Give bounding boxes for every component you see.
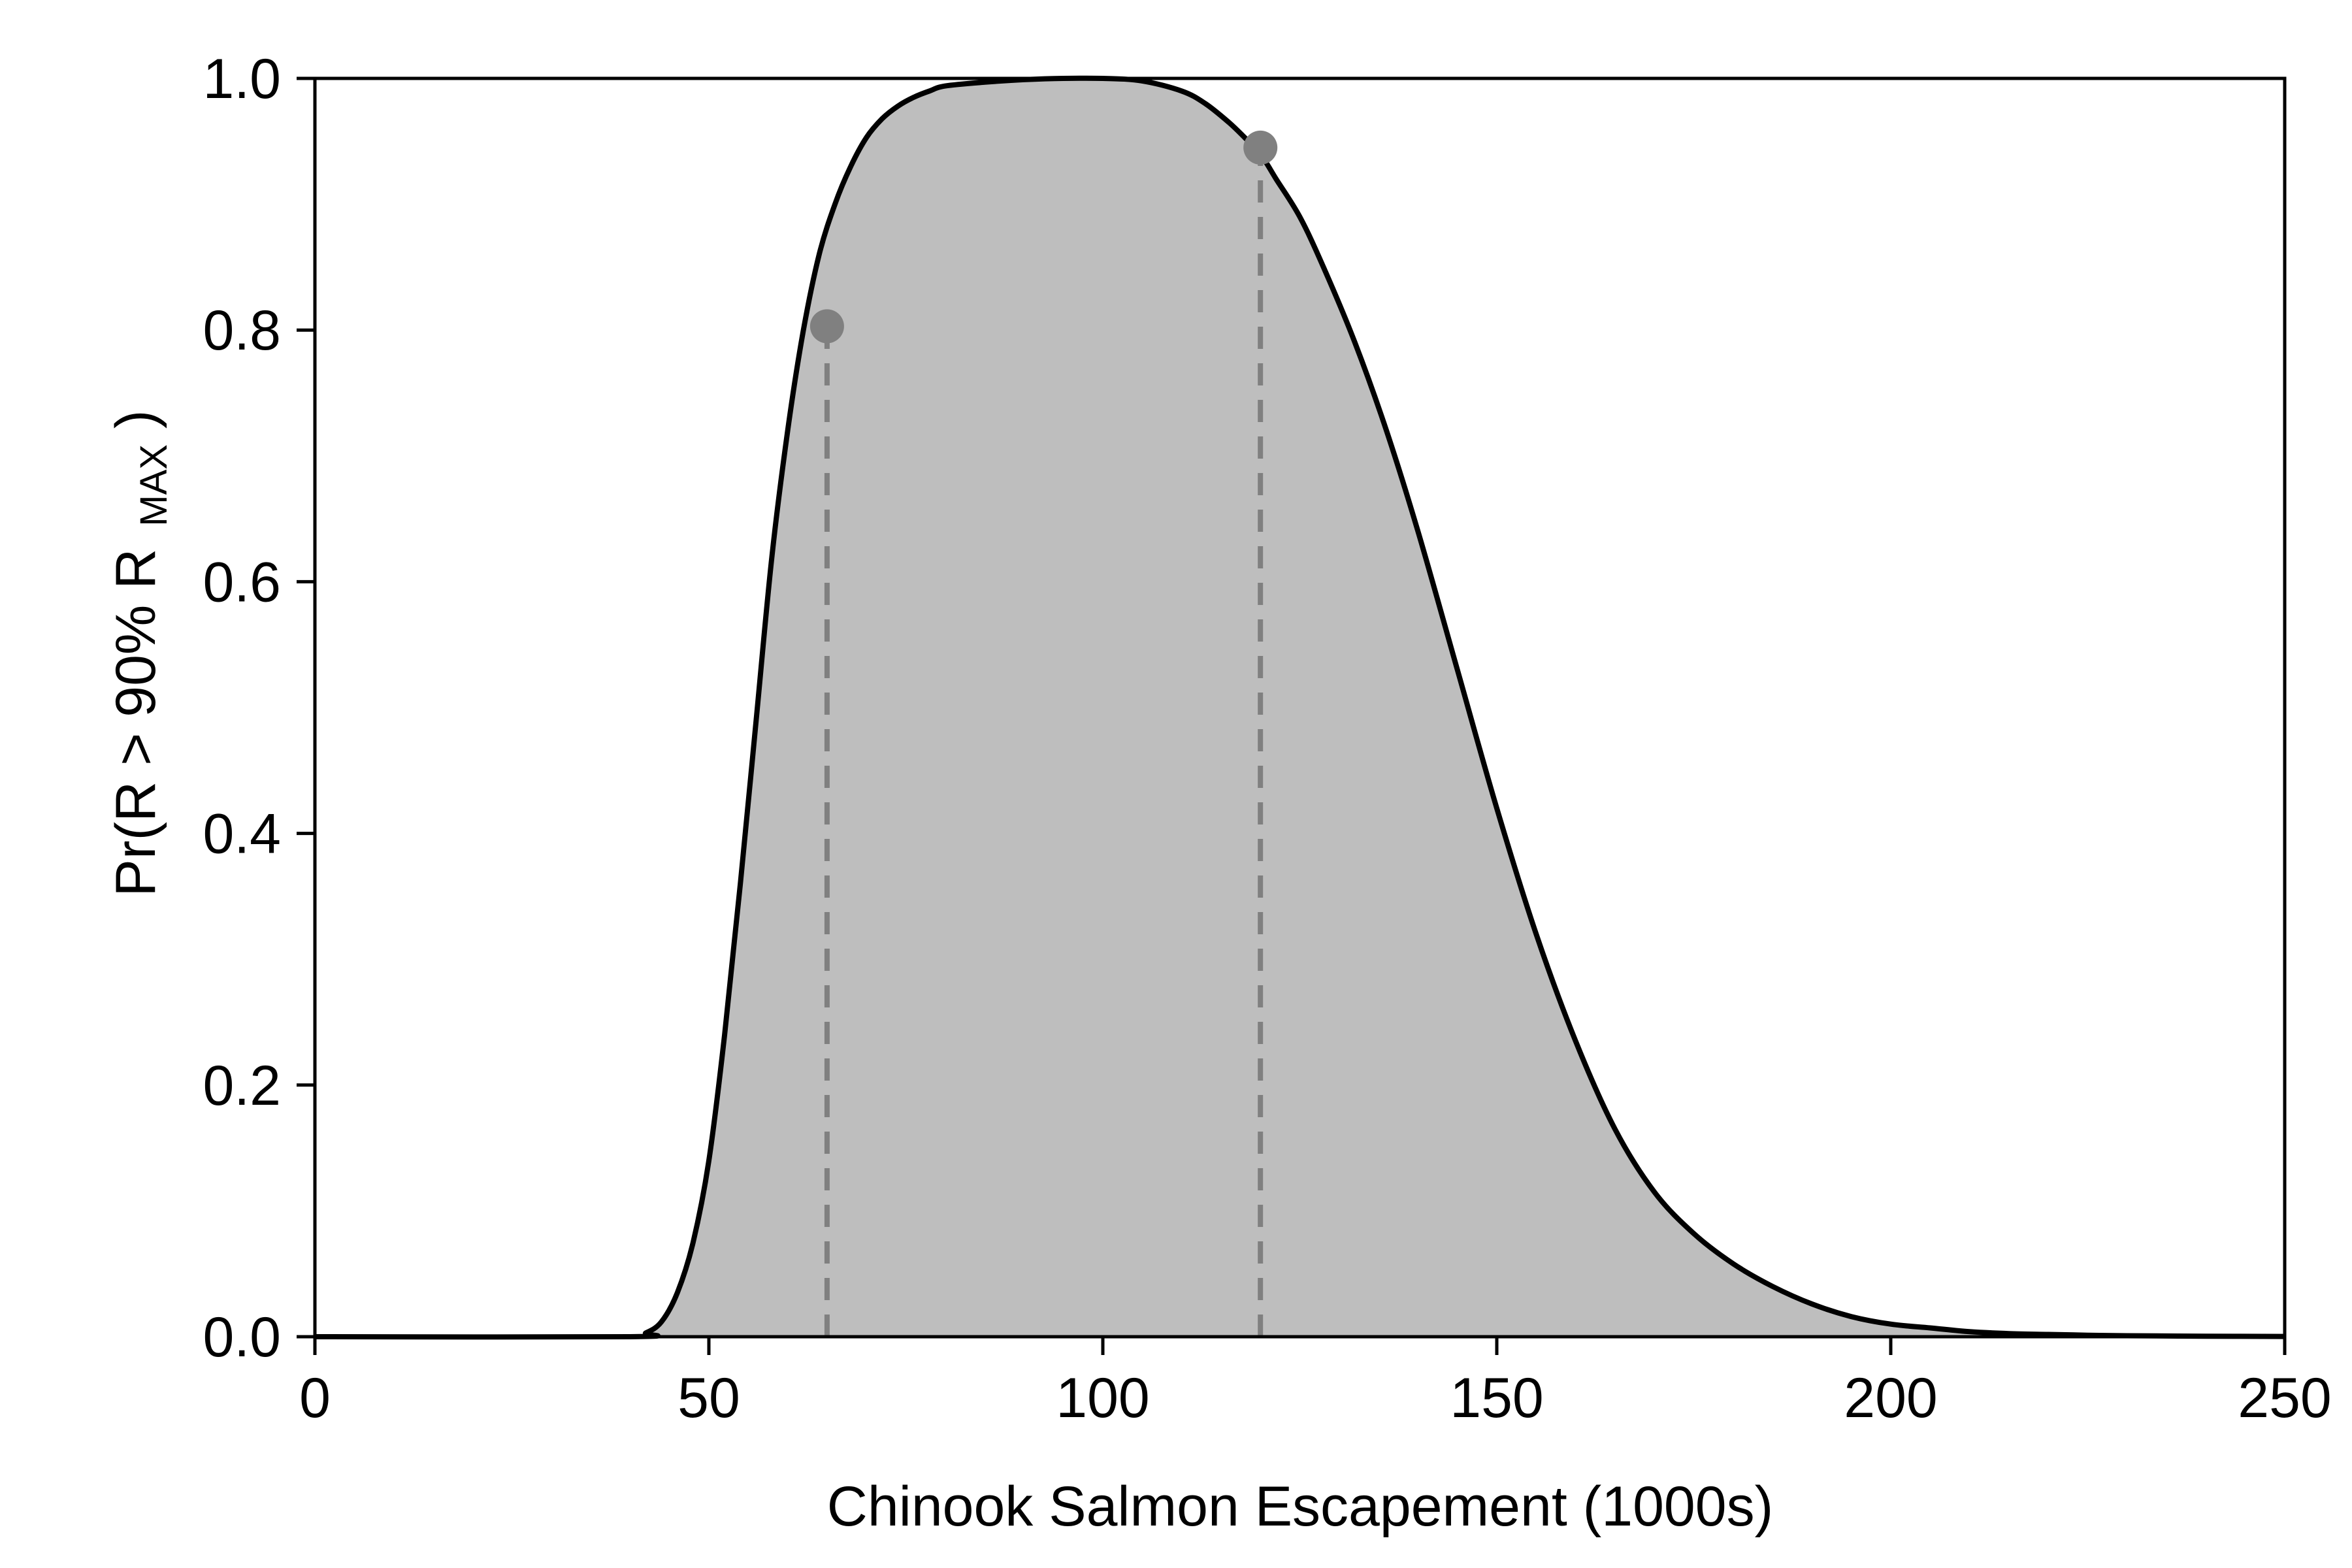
marker-point-1 bbox=[1243, 130, 1278, 165]
y-tick-label-1: 0.2 bbox=[203, 1054, 281, 1117]
x-tick-label-2: 100 bbox=[1056, 1367, 1150, 1429]
x-tick-label-5: 250 bbox=[2238, 1367, 2332, 1429]
y-axis-label-suffix: ) bbox=[105, 410, 167, 429]
x-tick-label-4: 200 bbox=[1844, 1367, 1938, 1429]
y-axis-label-prefix: Pr(R > 90% R bbox=[105, 549, 167, 897]
x-axis: 0 50 100 150 200 250 bbox=[299, 1337, 2332, 1429]
x-axis-label: Chinook Salmon Escapement (1000s) bbox=[827, 1475, 1773, 1538]
y-axis-label-subscript: MAX bbox=[133, 444, 175, 527]
y-tick-label-3: 0.6 bbox=[203, 551, 281, 613]
y-tick-label-4: 0.8 bbox=[203, 299, 281, 362]
y-tick-label-5: 1.0 bbox=[203, 48, 281, 110]
plot-area bbox=[313, 75, 2287, 1340]
y-tick-label-0: 0.0 bbox=[203, 1306, 281, 1369]
y-axis: 0.0 0.2 0.4 0.6 0.8 1.0 bbox=[203, 48, 315, 1369]
marker-point-0 bbox=[809, 309, 844, 344]
probability-curve bbox=[314, 75, 2285, 1340]
y-axis-label: Pr(R > 90% R MAX ) bbox=[105, 410, 179, 896]
x-tick-label-1: 50 bbox=[678, 1367, 740, 1429]
x-tick-label-0: 0 bbox=[299, 1367, 331, 1429]
x-tick-label-3: 150 bbox=[1450, 1367, 1544, 1429]
plot-frame bbox=[313, 76, 2287, 1339]
probability-area bbox=[315, 78, 2285, 1337]
y-tick-label-2: 0.4 bbox=[203, 803, 281, 866]
